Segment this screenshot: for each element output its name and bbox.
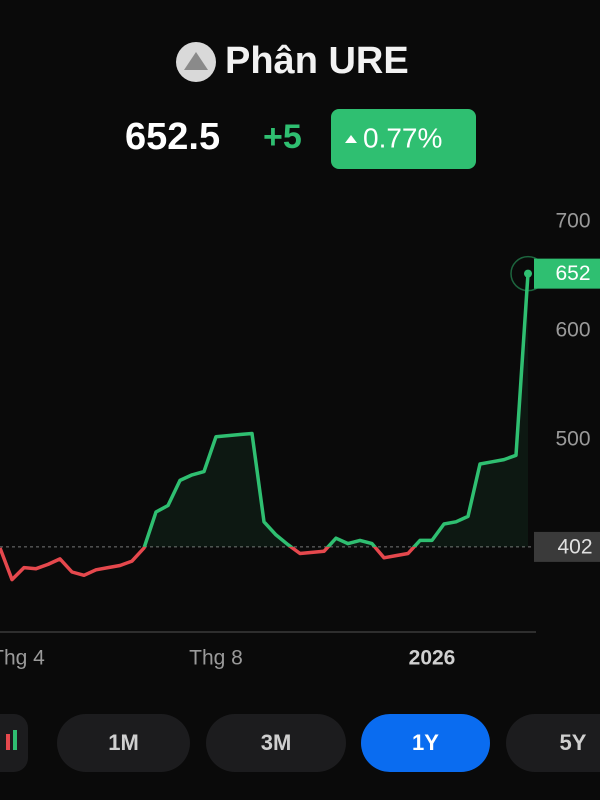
range-button-label: 5Y bbox=[560, 730, 587, 755]
price-change: +5 bbox=[263, 118, 302, 156]
range-button-label: 3M bbox=[261, 730, 292, 755]
x-tick-label: Thg 4 bbox=[0, 647, 45, 670]
range-button-label: 1Y bbox=[412, 730, 439, 755]
plot bbox=[0, 255, 546, 582]
x-tick-label: Thg 8 bbox=[189, 647, 243, 670]
x-tick-label: 2026 bbox=[409, 647, 456, 670]
reference-badge bbox=[534, 531, 600, 562]
up-arrow bbox=[345, 135, 357, 143]
y-tick-label: 700 bbox=[555, 209, 590, 232]
y-tick-label: 500 bbox=[555, 428, 590, 451]
candle-icon bbox=[6, 734, 10, 750]
title: Phân URE bbox=[225, 40, 409, 82]
range-button[interactable] bbox=[506, 714, 600, 772]
price-line-up bbox=[142, 273, 530, 547]
last-badge bbox=[534, 258, 600, 289]
y-tick-label: 600 bbox=[555, 318, 590, 341]
last-label: 652 bbox=[555, 262, 590, 285]
price: 652.5 bbox=[125, 116, 220, 158]
range-button-label: 1M bbox=[108, 730, 139, 755]
percent-badge bbox=[331, 109, 476, 169]
area-fill bbox=[0, 273, 528, 547]
range-button[interactable] bbox=[57, 714, 190, 772]
reference-label: 402 bbox=[557, 535, 592, 558]
asset-icon-glyph bbox=[184, 52, 208, 70]
percent-change: 0.77% bbox=[363, 122, 442, 153]
range-button[interactable] bbox=[206, 714, 346, 772]
candle-icon bbox=[13, 730, 17, 750]
price-line-down bbox=[0, 546, 417, 582]
last-point bbox=[524, 269, 532, 278]
range-button[interactable] bbox=[361, 714, 490, 772]
range-bar: 1M 3M 1Y 5Y bbox=[0, 714, 600, 772]
